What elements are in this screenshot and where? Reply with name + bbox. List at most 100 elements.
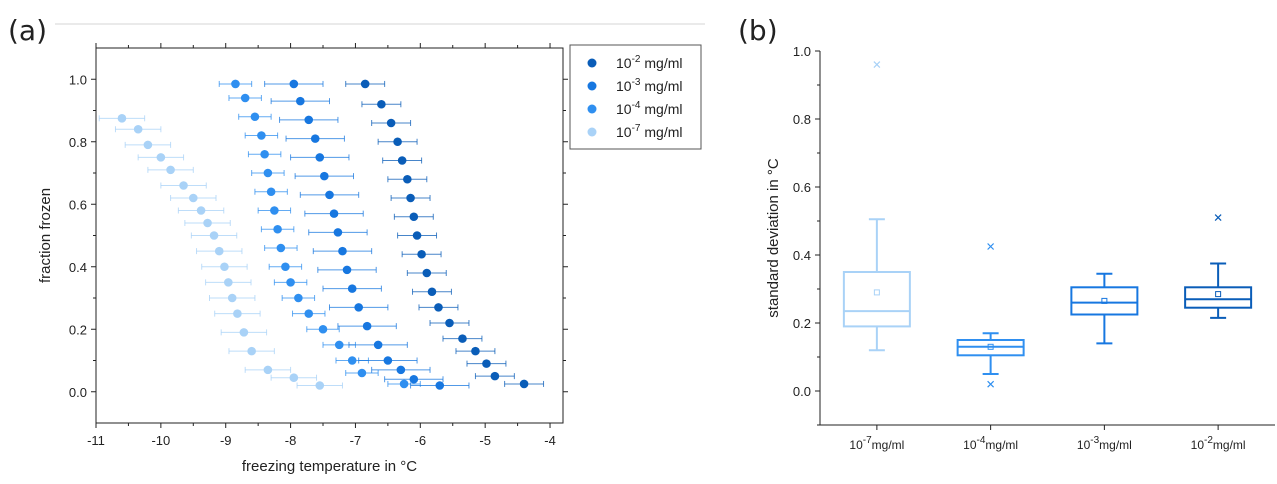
data-point: [240, 93, 250, 103]
data-point: [263, 365, 273, 375]
data-point: [220, 262, 229, 272]
data-point: [396, 365, 406, 375]
data-point: [329, 209, 339, 218]
data-point: [399, 379, 409, 389]
legend-label: 10-3 mg/ml: [616, 77, 682, 94]
data-point: [296, 96, 305, 106]
outlier-marker: [1214, 214, 1222, 222]
data-point: [315, 381, 325, 390]
data-point: [409, 212, 419, 222]
data-point: [334, 340, 344, 350]
data-point: [354, 303, 363, 312]
data-point: [263, 168, 273, 178]
mean-marker: [1215, 291, 1222, 298]
data-point: [179, 181, 188, 190]
box-iqr: [1070, 286, 1139, 316]
y-tick-label: 1.0: [69, 72, 87, 87]
x-category-label: 10-4mg/ml: [963, 435, 1018, 452]
data-point: [386, 118, 396, 128]
y-tick-label: 0.2: [69, 322, 87, 337]
data-point: [458, 334, 467, 343]
box-iqr: [1184, 286, 1253, 309]
data-point: [347, 356, 357, 365]
legend-marker: [587, 104, 597, 114]
data-point: [357, 368, 367, 378]
x-tick-label: -10: [151, 433, 170, 448]
data-point: [233, 309, 242, 318]
data-point: [422, 268, 432, 278]
y-tick-label: 0.0: [69, 385, 87, 400]
data-point: [133, 124, 143, 134]
chart-b: 0.0 0.2 0.4 0.6 0.8 1.0 standard deviation in …: [765, 44, 1275, 452]
outlier-marker: [873, 61, 881, 69]
data-point: [471, 346, 480, 356]
data-point: [166, 165, 175, 175]
data-point: [310, 134, 320, 143]
data-point: [403, 174, 412, 184]
legend-label: 10-2 mg/ml: [616, 54, 682, 71]
x-tick-label: -4: [544, 433, 556, 448]
data-point: [231, 79, 240, 89]
series: [98, 114, 343, 390]
series: [345, 79, 545, 389]
plot-frame: [95, 47, 564, 424]
x-tick-label: -11: [87, 433, 105, 448]
data-point: [409, 374, 419, 384]
series: [218, 79, 421, 389]
y-tick-label: 0.2: [793, 316, 811, 331]
data-point: [196, 206, 206, 215]
legend-label: 10-4 mg/ml: [616, 100, 682, 117]
legend-label: 10-7 mg/ml: [616, 123, 682, 140]
y-tick-label: 0.8: [69, 135, 87, 150]
data-point: [250, 112, 260, 122]
x-axis-title: freezing temperature in °C: [242, 458, 417, 475]
data-point: [143, 140, 153, 150]
data-point: [393, 137, 402, 147]
legend-marker: [587, 81, 597, 91]
data-point: [333, 228, 343, 237]
data-point: [227, 293, 237, 303]
data-point: [482, 359, 491, 368]
box-plot: [956, 243, 1025, 388]
data-point: [294, 293, 303, 303]
y-tick-label: 0.0: [793, 384, 811, 399]
x-tick-label: -7: [350, 433, 362, 448]
data-point: [490, 371, 500, 381]
data-point: [247, 346, 256, 356]
data-point: [435, 381, 445, 390]
x-category-label: 10-3mg/ml: [1077, 435, 1132, 452]
data-point: [412, 231, 422, 240]
data-point: [406, 193, 415, 203]
y-axis-title: fraction frozen: [37, 188, 54, 283]
x-tick-label: -5: [479, 433, 491, 448]
y-tick-label: 0.4: [793, 248, 811, 263]
x-category-label: 10-7mg/ml: [849, 435, 904, 452]
data-point: [260, 149, 269, 159]
x-tick-label: -8: [285, 433, 297, 448]
data-point: [342, 265, 352, 275]
box-plot: [1184, 214, 1253, 319]
data-point: [239, 328, 249, 337]
data-point: [214, 246, 224, 256]
y-tick-label: 1.0: [793, 44, 811, 59]
data-point: [117, 114, 127, 123]
data-point: [377, 99, 386, 109]
data-point: [325, 190, 334, 200]
data-point: [519, 379, 529, 389]
y-tick-label: 0.8: [793, 112, 811, 127]
mean-marker: [1101, 297, 1108, 304]
data-point: [362, 321, 372, 331]
data-point: [318, 324, 328, 334]
y-tick-label: 0.6: [69, 197, 87, 212]
data-point: [156, 153, 166, 162]
data-point: [286, 278, 295, 287]
y-tick-label: 0.6: [793, 180, 811, 195]
x-tick-label: -9: [220, 433, 232, 448]
x-tick-label: -6: [415, 433, 427, 448]
data-point: [188, 193, 198, 203]
outlier-marker: [987, 380, 995, 388]
data-point: [304, 115, 314, 125]
data-point: [360, 79, 370, 89]
data-point: [427, 287, 437, 297]
mean-marker: [987, 343, 994, 350]
